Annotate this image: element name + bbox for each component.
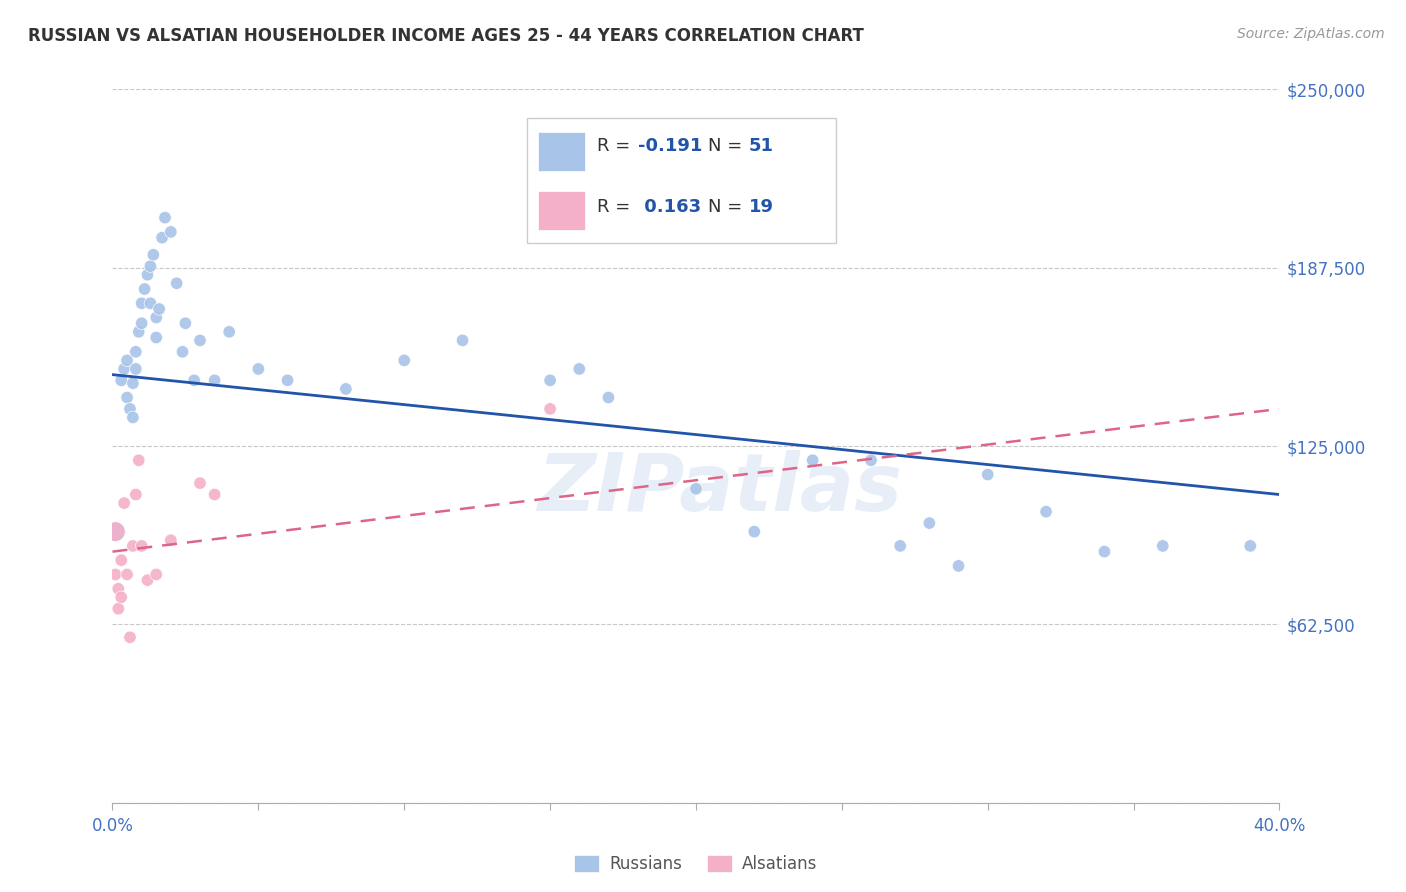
FancyBboxPatch shape <box>538 191 585 230</box>
Point <box>110 591 132 605</box>
Point <box>128 325 150 339</box>
Point <box>115 353 138 368</box>
Point <box>128 453 150 467</box>
Point <box>1092 544 1115 558</box>
Point <box>125 487 148 501</box>
Point <box>976 467 998 482</box>
Text: R =: R = <box>596 198 636 216</box>
Point <box>122 539 145 553</box>
Point <box>107 582 129 596</box>
Text: 0.163: 0.163 <box>637 198 700 216</box>
FancyBboxPatch shape <box>538 132 585 171</box>
Point <box>136 573 159 587</box>
Point <box>115 567 138 582</box>
Point <box>142 248 165 262</box>
Point <box>1035 505 1057 519</box>
Point <box>112 496 135 510</box>
Point <box>276 373 298 387</box>
Point <box>801 453 824 467</box>
Point <box>150 230 173 244</box>
Text: 19: 19 <box>748 198 773 216</box>
Point <box>174 316 197 330</box>
Point <box>859 453 883 467</box>
Point <box>136 268 159 282</box>
Point <box>107 601 129 615</box>
Point <box>148 301 170 316</box>
Point <box>392 353 416 368</box>
Point <box>335 382 357 396</box>
Point <box>160 225 183 239</box>
Point <box>598 391 620 405</box>
Point <box>110 553 132 567</box>
Point <box>134 282 156 296</box>
Point <box>1152 539 1174 553</box>
Text: 51: 51 <box>748 137 773 155</box>
Point <box>145 567 167 582</box>
Point <box>122 376 145 391</box>
Point <box>104 524 127 539</box>
Point <box>538 401 561 416</box>
Point <box>122 410 145 425</box>
Point <box>451 334 474 348</box>
Point <box>125 344 148 359</box>
Point <box>118 401 141 416</box>
Point <box>131 296 153 310</box>
Point <box>160 533 183 548</box>
Text: R =: R = <box>596 137 636 155</box>
Point <box>131 316 153 330</box>
Point <box>153 211 176 225</box>
Point <box>172 344 194 359</box>
Point <box>204 373 226 387</box>
Point <box>188 334 211 348</box>
Point <box>115 391 138 405</box>
Point <box>104 524 127 539</box>
Text: N =: N = <box>707 198 748 216</box>
Point <box>918 516 941 530</box>
Legend: Russians, Alsatians: Russians, Alsatians <box>568 848 824 880</box>
Point <box>183 373 205 387</box>
Text: -0.191: -0.191 <box>637 137 702 155</box>
Point <box>125 362 148 376</box>
Point <box>112 362 135 376</box>
Text: Source: ZipAtlas.com: Source: ZipAtlas.com <box>1237 27 1385 41</box>
Point <box>742 524 765 539</box>
Text: ZIPatlas: ZIPatlas <box>537 450 901 528</box>
Point <box>889 539 911 553</box>
Point <box>948 558 970 573</box>
Point <box>1239 539 1261 553</box>
Point <box>247 362 270 376</box>
Text: RUSSIAN VS ALSATIAN HOUSEHOLDER INCOME AGES 25 - 44 YEARS CORRELATION CHART: RUSSIAN VS ALSATIAN HOUSEHOLDER INCOME A… <box>28 27 865 45</box>
Point <box>218 325 240 339</box>
Point <box>139 296 162 310</box>
Point <box>131 539 153 553</box>
Point <box>685 482 707 496</box>
Point <box>188 476 211 491</box>
Point <box>139 259 162 273</box>
FancyBboxPatch shape <box>527 118 837 243</box>
Point <box>166 277 188 291</box>
Point <box>204 487 226 501</box>
Point <box>145 330 167 344</box>
Point <box>110 373 132 387</box>
Point <box>104 567 127 582</box>
Point <box>118 630 141 644</box>
Point <box>145 310 167 325</box>
Text: N =: N = <box>707 137 748 155</box>
Point <box>568 362 591 376</box>
Point <box>538 373 561 387</box>
